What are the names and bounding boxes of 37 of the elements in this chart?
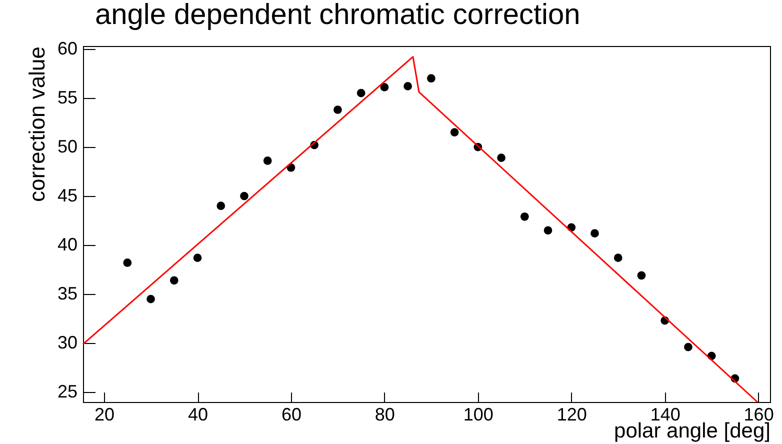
y-tick-label: 25	[57, 382, 78, 402]
y-tick-label: 55	[57, 87, 78, 108]
point	[544, 226, 552, 235]
y-tick-label: 35	[57, 284, 78, 304]
x-tick-label: 80	[374, 404, 395, 424]
line-series	[82, 56, 758, 403]
point	[123, 258, 132, 267]
point	[146, 294, 155, 304]
point	[380, 83, 389, 92]
x-tick-label: 120	[556, 404, 587, 424]
x-tick-label: 100	[463, 404, 494, 424]
x-tick-label: 20	[94, 404, 115, 424]
point	[590, 229, 599, 238]
point	[263, 156, 272, 165]
point	[356, 88, 366, 98]
point	[520, 212, 529, 221]
y-axis-title: correction value	[24, 46, 50, 202]
point	[637, 271, 646, 280]
point	[614, 254, 622, 262]
point	[334, 106, 342, 114]
y-tick-label: 40	[57, 234, 78, 255]
y-tick-label: 60	[57, 38, 78, 58]
point	[426, 74, 436, 83]
y-tick-label: 45	[57, 186, 78, 206]
y-tick-label: 50	[57, 136, 78, 157]
point	[170, 276, 178, 285]
point	[193, 254, 202, 262]
point	[216, 202, 226, 210]
point	[450, 128, 459, 136]
point	[497, 154, 506, 162]
point	[684, 342, 692, 352]
x-tick-label: 60	[281, 404, 302, 424]
point	[240, 192, 248, 200]
x-tick-label: 40	[188, 404, 208, 424]
point	[404, 82, 412, 90]
y-tick-label: 30	[57, 332, 78, 353]
chart-title: angle dependent chromatic correction	[95, 0, 580, 31]
